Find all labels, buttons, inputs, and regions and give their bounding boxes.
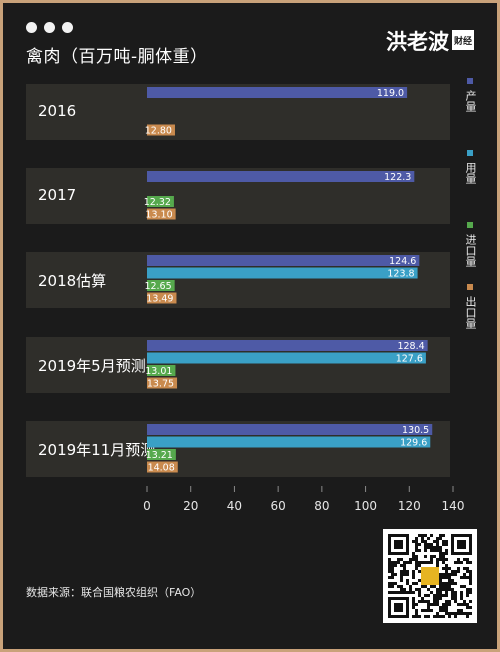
qr-code [383,529,477,623]
category-row: 2016 [26,84,450,140]
legend-label: 用量 [464,162,477,184]
window-dots [26,22,73,33]
category-label: 2019年5月预测 [38,357,146,375]
qr-code-icon [388,534,472,618]
legend-label: 产量 [464,90,477,112]
dot-icon [62,22,73,33]
legend-item: 用量 [458,150,482,184]
legend-item: 进口量 [458,222,482,267]
brand-logo: 洪老波 财经 [386,30,474,54]
legend-item: 出口量 [458,284,482,329]
category-label: 2018估算 [38,272,107,290]
legend-swatch [467,222,473,228]
category-label: 2019年11月预测 [38,441,156,459]
category-row: 2018估算 [26,252,450,308]
legend-swatch [467,284,473,290]
legend-label: 出口量 [464,296,477,329]
dot-icon [44,22,55,33]
category-row: 2019年5月预测 [26,337,450,393]
category-label: 2016 [38,102,77,120]
legend-item: 产量 [458,78,482,112]
logo-text: 洪老波 [386,30,450,54]
legend-swatch [467,78,473,84]
dot-icon [26,22,37,33]
category-row: 2019年11月预测 [26,421,450,477]
category-row: 2017 [26,168,450,224]
logo-subtext: 财经 [453,35,472,47]
source-note: 数据来源：联合国粮农组织（FAO） [26,586,202,599]
chart-title: 禽肉（百万吨-胴体重） [26,47,208,67]
category-label: 2017 [38,186,77,204]
legend-label: 进口量 [464,234,477,267]
legend-swatch [467,150,473,156]
